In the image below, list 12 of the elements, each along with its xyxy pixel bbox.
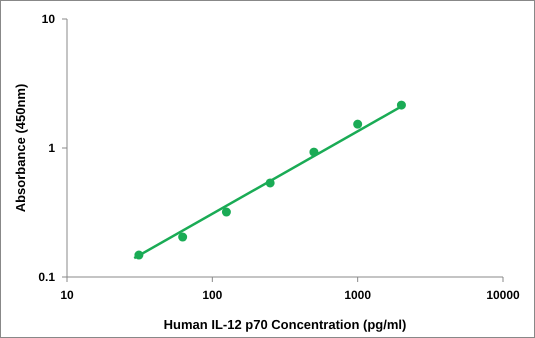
y-tick-label: 1 xyxy=(48,141,56,155)
x-axis-title: Human IL-12 p70 Concentration (pg/ml) xyxy=(164,317,406,332)
x-tick-label: 10000 xyxy=(486,288,520,302)
y-tick-label: 10 xyxy=(42,12,56,26)
y-axis-title: Absorbance (450nm) xyxy=(13,84,28,212)
point xyxy=(222,208,231,217)
x-tick-label: 1000 xyxy=(344,288,372,302)
point xyxy=(353,120,362,129)
y-tick-label: 0.1 xyxy=(38,270,56,284)
x-tick-label: 10 xyxy=(60,288,74,302)
point xyxy=(178,232,188,242)
x-tick-label: 100 xyxy=(202,288,223,302)
